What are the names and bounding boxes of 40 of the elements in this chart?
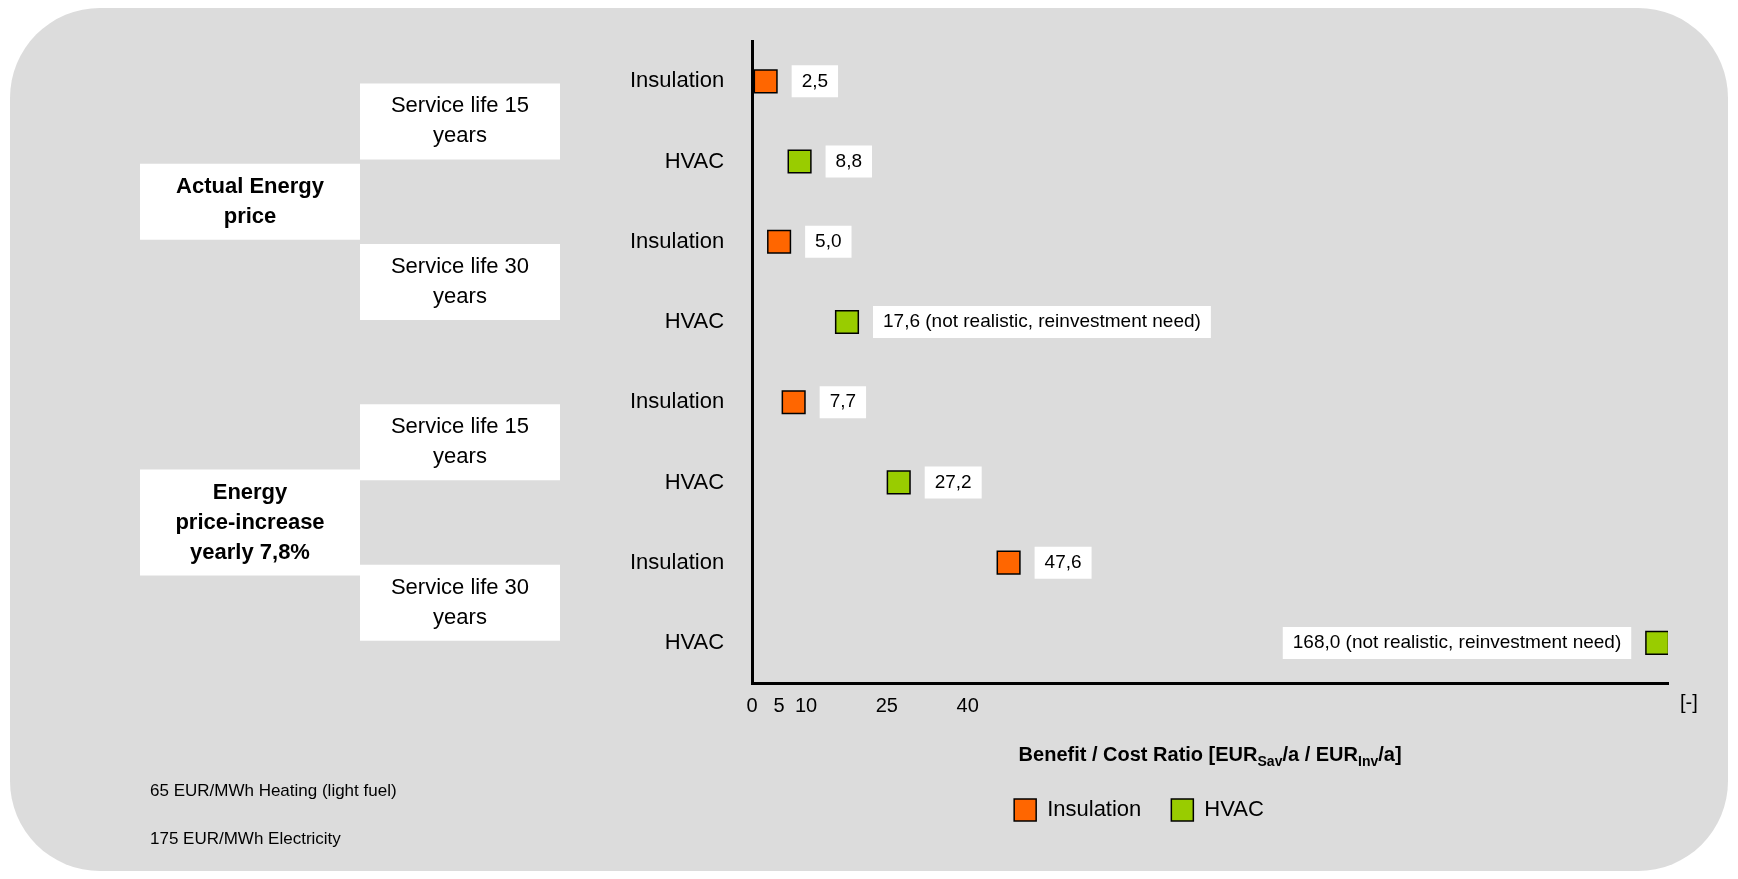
point — [1645, 630, 1668, 655]
x-tick-label: 40 — [956, 693, 979, 716]
legend-label: HVAC — [1204, 796, 1264, 822]
data-label: 2,5 — [801, 69, 829, 91]
point — [996, 550, 1021, 575]
point — [781, 390, 806, 415]
data-label: 8,8 — [835, 149, 863, 171]
data-label: 17,6 (not realistic, reinvestment need) — [882, 310, 1201, 332]
data-label: 5,0 — [815, 230, 842, 251]
text: Service life 30 years — [390, 573, 530, 629]
y-tick-label: HVAC — [664, 147, 725, 173]
text: Energy price-increase yearly 7,8% — [175, 478, 325, 564]
legend-label: Insulation — [1047, 796, 1142, 822]
text: Service life 30 years — [390, 252, 530, 308]
y-tick-label: Insulation — [629, 548, 725, 574]
y-tick-label: HVAC — [664, 308, 725, 334]
text: 65 EUR/MWh Heating (light fuel) — [150, 780, 397, 800]
point — [886, 470, 911, 495]
data-label: 47,6 — [1044, 550, 1082, 572]
point — [834, 309, 860, 335]
point — [753, 69, 778, 94]
data-label: 27,2 — [934, 470, 972, 492]
x-tick-label: 25 — [875, 693, 898, 716]
text: Actual Energy price — [176, 172, 325, 228]
point — [767, 229, 792, 254]
x-tick-label: 0 — [746, 693, 758, 716]
y-tick-label: Insulation — [629, 227, 725, 253]
y-tick-label: HVAC — [664, 628, 725, 654]
y-tick-label: Insulation — [629, 388, 725, 414]
data-label: 7,7 — [829, 390, 857, 412]
x-tick-label: 10 — [794, 693, 818, 716]
text: Service life 15 years — [390, 413, 530, 469]
text: 175 EUR/MWh Electricity — [150, 828, 342, 848]
point — [787, 149, 812, 174]
y-tick-label: Insulation — [629, 67, 725, 93]
data-label: 168,0 (not realistic, reinvestment need) — [1292, 631, 1622, 653]
text: [-] — [1680, 690, 1698, 713]
x-tick-label: 5 — [773, 693, 785, 716]
y-tick-label: HVAC — [664, 468, 725, 494]
text: Service life 15 years — [390, 92, 530, 148]
